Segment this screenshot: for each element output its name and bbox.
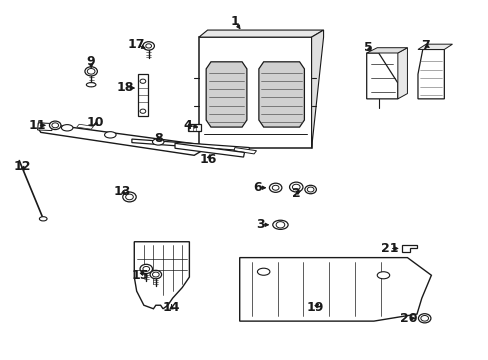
Polygon shape: [233, 148, 256, 154]
Ellipse shape: [420, 315, 427, 321]
Ellipse shape: [292, 184, 300, 190]
Polygon shape: [77, 124, 93, 129]
Text: 4: 4: [183, 119, 192, 132]
Text: 15: 15: [131, 269, 149, 282]
Text: 9: 9: [87, 55, 95, 68]
Text: 14: 14: [163, 301, 180, 314]
Ellipse shape: [145, 44, 151, 48]
Polygon shape: [239, 258, 430, 321]
Text: 2: 2: [291, 187, 300, 200]
Ellipse shape: [85, 67, 97, 76]
Ellipse shape: [140, 79, 145, 83]
Ellipse shape: [418, 314, 430, 323]
Text: 18: 18: [117, 81, 134, 94]
Text: 7: 7: [420, 39, 429, 52]
Ellipse shape: [52, 123, 59, 128]
Text: 1: 1: [230, 15, 239, 28]
Ellipse shape: [257, 268, 269, 275]
Polygon shape: [199, 30, 323, 37]
Text: 6: 6: [253, 181, 261, 194]
Ellipse shape: [104, 132, 116, 138]
Text: 16: 16: [200, 153, 217, 166]
Text: 19: 19: [305, 301, 323, 314]
Polygon shape: [199, 37, 311, 148]
Ellipse shape: [142, 42, 154, 50]
Polygon shape: [397, 48, 407, 99]
Polygon shape: [132, 139, 249, 151]
Polygon shape: [311, 30, 323, 148]
Ellipse shape: [49, 121, 61, 130]
Text: 13: 13: [113, 185, 130, 198]
Ellipse shape: [306, 187, 313, 192]
Polygon shape: [39, 123, 201, 155]
Polygon shape: [258, 62, 304, 127]
Ellipse shape: [61, 125, 73, 131]
Ellipse shape: [125, 194, 133, 200]
Ellipse shape: [152, 139, 163, 145]
Ellipse shape: [86, 83, 96, 87]
Ellipse shape: [272, 185, 279, 190]
Ellipse shape: [87, 68, 95, 74]
Text: 21: 21: [380, 242, 398, 255]
Text: 11: 11: [29, 119, 46, 132]
Polygon shape: [366, 48, 407, 53]
Bar: [187, 124, 201, 131]
Text: 20: 20: [399, 312, 417, 325]
Ellipse shape: [122, 192, 136, 202]
Text: 12: 12: [13, 160, 31, 173]
Polygon shape: [417, 44, 451, 49]
Polygon shape: [134, 242, 189, 309]
Bar: [138, 74, 147, 117]
Ellipse shape: [304, 185, 316, 194]
Ellipse shape: [272, 220, 287, 229]
Ellipse shape: [276, 222, 284, 228]
Ellipse shape: [289, 182, 303, 192]
Polygon shape: [206, 62, 246, 127]
Polygon shape: [417, 49, 444, 99]
Ellipse shape: [140, 264, 152, 274]
Ellipse shape: [140, 109, 145, 113]
Text: 3: 3: [256, 218, 264, 231]
Polygon shape: [366, 53, 397, 99]
Ellipse shape: [152, 272, 159, 277]
Ellipse shape: [376, 272, 389, 279]
Text: 8: 8: [154, 132, 162, 145]
Ellipse shape: [142, 266, 149, 271]
Text: 10: 10: [86, 116, 103, 129]
Ellipse shape: [40, 217, 47, 221]
Polygon shape: [175, 143, 244, 157]
Text: 5: 5: [363, 41, 372, 54]
Polygon shape: [194, 144, 203, 148]
Ellipse shape: [150, 270, 161, 279]
Polygon shape: [401, 244, 416, 252]
Ellipse shape: [269, 183, 281, 192]
Text: 17: 17: [128, 39, 145, 51]
Polygon shape: [38, 123, 53, 131]
